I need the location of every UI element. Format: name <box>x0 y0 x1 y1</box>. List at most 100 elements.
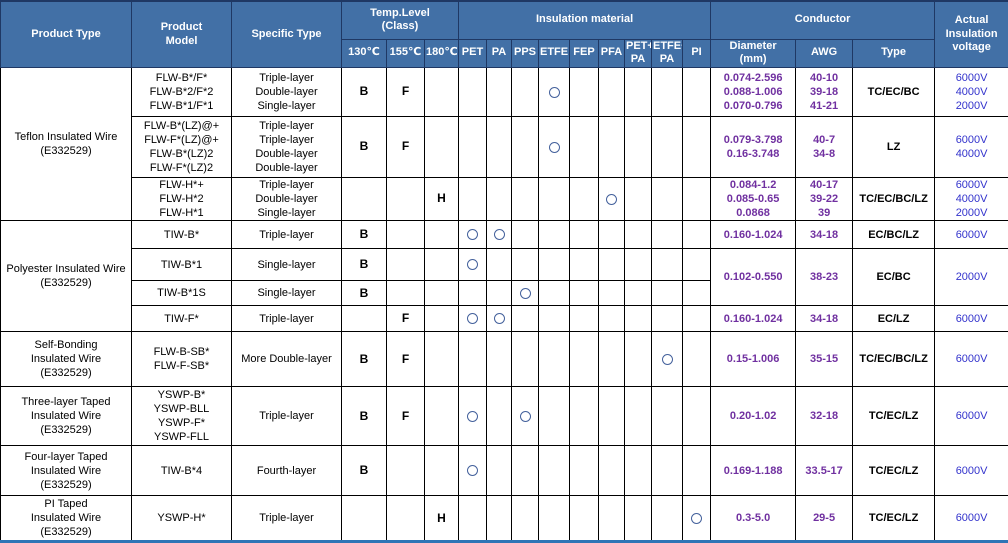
table-row: Four-layer Taped Insulated Wire (E332529… <box>1 446 1008 496</box>
material-cell-pps <box>512 221 539 249</box>
material-cell-pps <box>512 249 539 281</box>
col-header-product-model: Product Model <box>132 1 232 68</box>
voltage-cell: 6000V <box>935 446 1008 496</box>
diameter-cell: 0.160-1.024 <box>711 306 796 332</box>
temp-class-cell-180c <box>425 332 459 387</box>
temp-class-cell-180c <box>425 249 459 281</box>
material-cell-etfe <box>539 387 570 446</box>
circle-marker-icon <box>606 194 617 205</box>
col-header-product-type: Product Type <box>1 1 132 68</box>
specific-type-cell: Triple-layer Double-layer Single-layer <box>232 68 342 117</box>
material-cell-pa <box>487 446 512 496</box>
conductor-type-cell: EC/BC/LZ <box>853 221 935 249</box>
awg-cell: 34-18 <box>796 306 853 332</box>
temp-class-cell-155c: F <box>387 387 425 446</box>
material-cell-pi <box>683 221 711 249</box>
material-cell-pps <box>512 387 539 446</box>
temp-class-cell-155c: F <box>387 68 425 117</box>
material-cell-pet-pa <box>625 249 652 281</box>
material-cell-pi <box>683 249 711 281</box>
material-cell-pfa <box>599 178 625 221</box>
material-cell-pps <box>512 446 539 496</box>
col-header-180c: 180℃ <box>425 39 459 68</box>
material-cell-pet-pa <box>625 178 652 221</box>
material-cell-fep <box>570 117 599 178</box>
circle-marker-icon <box>549 87 560 98</box>
specific-type-cell: Triple-layer <box>232 387 342 446</box>
material-cell-etfe-pa <box>652 117 683 178</box>
conductor-type-cell: LZ <box>853 117 935 178</box>
specific-type-cell: Fourth-layer <box>232 446 342 496</box>
material-cell-etfe <box>539 249 570 281</box>
conductor-type-cell: TC/EC/BC/LZ <box>853 332 935 387</box>
table-header: Product Type Product Model Specific Type… <box>1 1 1008 68</box>
awg-cell: 40-10 39-18 41-21 <box>796 68 853 117</box>
temp-class-cell-130c: B <box>342 281 387 306</box>
material-cell-etfe <box>539 178 570 221</box>
product-model-cell: TIW-B*4 <box>132 446 232 496</box>
material-cell-pet <box>459 178 487 221</box>
col-header-etfe: ETFE <box>539 39 570 68</box>
temp-class-cell-130c: B <box>342 387 387 446</box>
material-cell-pi <box>683 178 711 221</box>
specific-type-cell: Triple-layer <box>232 306 342 332</box>
col-header-etfe-pa: ETFE+ PA <box>652 39 683 68</box>
product-type-cell: Three-layer Taped Insulated Wire (E33252… <box>1 387 132 446</box>
product-model-cell: TIW-B* <box>132 221 232 249</box>
awg-cell: 34-18 <box>796 221 853 249</box>
product-type-cell: Polyester Insulated Wire (E332529) <box>1 221 132 332</box>
material-cell-pet-pa <box>625 446 652 496</box>
material-cell-etfe <box>539 68 570 117</box>
material-cell-etfe-pa <box>652 306 683 332</box>
material-cell-etfe <box>539 306 570 332</box>
awg-cell: 38-23 <box>796 249 853 306</box>
temp-class-cell-155c <box>387 281 425 306</box>
material-cell-pet-pa <box>625 68 652 117</box>
material-cell-pa <box>487 387 512 446</box>
conductor-type-cell: EC/BC <box>853 249 935 306</box>
awg-cell: 33.5-17 <box>796 446 853 496</box>
material-cell-pfa <box>599 387 625 446</box>
temp-class-cell-155c: F <box>387 306 425 332</box>
product-type-cell: Self-Bonding Insulated Wire (E332529) <box>1 332 132 387</box>
specific-type-cell: More Double-layer <box>232 332 342 387</box>
col-header-actual-voltage: Actual Insulation voltage <box>935 1 1008 68</box>
material-cell-pet-pa <box>625 387 652 446</box>
material-cell-fep <box>570 178 599 221</box>
material-cell-pi <box>683 117 711 178</box>
col-header-pet-pa: PET+ PA <box>625 39 652 68</box>
material-cell-pfa <box>599 221 625 249</box>
temp-class-cell-180c <box>425 117 459 178</box>
awg-cell: 40-17 39-22 39 <box>796 178 853 221</box>
specific-type-cell: Triple-layer <box>232 221 342 249</box>
voltage-cell: 6000V <box>935 221 1008 249</box>
material-cell-pet-pa <box>625 117 652 178</box>
material-cell-pfa <box>599 306 625 332</box>
voltage-cell: 6000V <box>935 387 1008 446</box>
col-header-pet: PET <box>459 39 487 68</box>
temp-class-cell-180c <box>425 281 459 306</box>
table-row: FLW-B*(LZ)@+ FLW-F*(LZ)@+ FLW-B*(LZ)2 FL… <box>1 117 1008 178</box>
material-cell-etfe-pa <box>652 446 683 496</box>
circle-marker-icon <box>549 142 560 153</box>
material-cell-pa <box>487 117 512 178</box>
temp-class-cell-155c: F <box>387 117 425 178</box>
temp-class-cell-180c <box>425 446 459 496</box>
material-cell-fep <box>570 68 599 117</box>
circle-marker-icon <box>467 229 478 240</box>
material-cell-pet <box>459 117 487 178</box>
material-cell-pfa <box>599 281 625 306</box>
temp-class-cell-130c: B <box>342 332 387 387</box>
table-body: Teflon Insulated Wire (E332529)FLW-B*/F*… <box>1 68 1008 542</box>
material-cell-fep <box>570 249 599 281</box>
voltage-cell: 6000V <box>935 306 1008 332</box>
diameter-cell: 0.074-2.596 0.088-1.006 0.070-0.796 <box>711 68 796 117</box>
circle-marker-icon <box>662 354 673 365</box>
temp-class-cell-180c: H <box>425 178 459 221</box>
material-cell-pi <box>683 68 711 117</box>
material-cell-etfe <box>539 446 570 496</box>
material-cell-fep <box>570 221 599 249</box>
material-cell-pi <box>683 387 711 446</box>
material-cell-etfe <box>539 117 570 178</box>
product-model-cell: FLW-B*/F* FLW-B*2/F*2 FLW-B*1/F*1 <box>132 68 232 117</box>
